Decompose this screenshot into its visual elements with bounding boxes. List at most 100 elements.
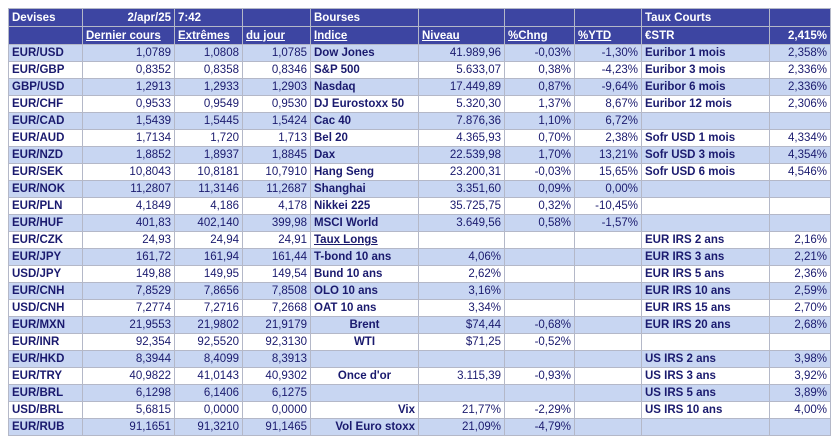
date-label: 2/apr/25 (82, 8, 175, 27)
index-level: 23.200,31 (418, 163, 505, 181)
rate-name: US IRS 5 ans (641, 384, 770, 402)
last-price: 1,5439 (82, 112, 175, 130)
header-row-1: Devises 2/apr/25 7:42 Bourses Taux Court… (8, 8, 831, 27)
du-jour-header: du jour (242, 26, 311, 45)
day-price: 6,1275 (242, 384, 311, 402)
currency-pair: EUR/CNH (8, 282, 83, 300)
index-name: Bel 20 (310, 129, 419, 147)
index-name (310, 384, 419, 402)
rate-value: 3,98% (769, 350, 831, 368)
extreme-price: 4,186 (174, 197, 243, 215)
day-price: 24,91 (242, 231, 311, 249)
header-row-2: Dernier cours Extrêmes du jour Indice Ni… (8, 26, 831, 45)
rate-name: Sofr USD 6 mois (641, 163, 770, 181)
index-ytd (574, 282, 642, 300)
last-price: 6,1298 (82, 384, 175, 402)
index-ytd: 15,65% (574, 163, 642, 181)
currency-pair: USD/JPY (8, 265, 83, 283)
table-row: EUR/CZK 24,93 24,94 24,91 Taux Longs EUR IRS … (8, 231, 831, 249)
index-ytd (574, 299, 642, 317)
rate-value (769, 112, 831, 130)
index-ytd: -1,57% (574, 214, 642, 232)
currency-pair: EUR/PLN (8, 197, 83, 215)
table-row: EUR/CNH 7,8529 7,8656 7,8508 OLO 10 ans 3,16%… (8, 282, 831, 300)
last-price: 401,83 (82, 214, 175, 232)
index-level: 7.876,36 (418, 112, 505, 130)
day-price: 21,9179 (242, 316, 311, 334)
rate-name: US IRS 10 ans (641, 401, 770, 419)
index-change: -0,68% (504, 316, 575, 334)
market-rates-table: Devises 2/apr/25 7:42 Bourses Taux Court… (8, 8, 831, 436)
day-price: 0,0000 (242, 401, 311, 419)
last-price: 0,8352 (82, 61, 175, 79)
index-name: Vol Euro stoxx (310, 418, 419, 436)
time-label: 7:42 (174, 8, 243, 27)
table-row: GBP/USD 1,2913 1,2933 1,2903 Nasdaq 17.449,89… (8, 78, 831, 96)
index-ytd: 8,67% (574, 95, 642, 113)
table-row: EUR/TRY 40,9822 41,0143 40,9302 Once d'or 3.1… (8, 367, 831, 385)
pct-ytd-header: %YTD (574, 26, 642, 45)
last-price: 11,2807 (82, 180, 175, 198)
extreme-price: 1,8937 (174, 146, 243, 164)
table-row: EUR/MXN 21,9553 21,9802 21,9179 Brent $74,44-… (8, 316, 831, 334)
index-change: 0,32% (504, 197, 575, 215)
rate-name (641, 418, 770, 436)
index-name: DJ Eurostoxx 50 (310, 95, 419, 113)
index-ytd (574, 350, 642, 368)
index-change (504, 384, 575, 402)
day-price: 0,9530 (242, 95, 311, 113)
index-level: $71,25 (418, 333, 505, 351)
index-level: 5.633,07 (418, 61, 505, 79)
last-price: 7,8529 (82, 282, 175, 300)
index-level: 5.320,30 (418, 95, 505, 113)
table-row: EUR/NZD 1,8852 1,8937 1,8845 Dax 22.539,98 1,7… (8, 146, 831, 164)
rate-name: EUR IRS 2 ans (641, 231, 770, 249)
bourses-header: Bourses (310, 8, 419, 27)
currency-pair: EUR/MXN (8, 316, 83, 334)
rate-value (769, 197, 831, 215)
last-price: 1,8852 (82, 146, 175, 164)
rate-name (641, 333, 770, 351)
currency-pair: EUR/CZK (8, 231, 83, 249)
day-price: 8,3913 (242, 350, 311, 368)
table-row: EUR/HKD 8,3944 8,4099 8,3913 US IRS 2 ans 3,9… (8, 350, 831, 368)
index-ytd: 13,21% (574, 146, 642, 164)
index-ytd: -4,23% (574, 61, 642, 79)
rate-name (641, 112, 770, 130)
last-price: 1,7134 (82, 129, 175, 147)
index-ytd (574, 418, 642, 436)
last-price: 149,88 (82, 265, 175, 283)
rate-value: 4,00% (769, 401, 831, 419)
devises-header: Devises (8, 8, 83, 27)
last-price: 0,9533 (82, 95, 175, 113)
extreme-price: 0,8358 (174, 61, 243, 79)
index-change: 0,87% (504, 78, 575, 96)
dernier-cours-header: Dernier cours (82, 26, 175, 45)
currency-pair: USD/CNH (8, 299, 83, 317)
index-change: 1,37% (504, 95, 575, 113)
index-level: 2,62% (418, 265, 505, 283)
index-level: 3.649,56 (418, 214, 505, 232)
index-name: Brent (310, 316, 419, 334)
last-price: 5,6815 (82, 401, 175, 419)
table-row: EUR/NOK 11,2807 11,3146 11,2687 Shanghai 3.35… (8, 180, 831, 198)
rate-name: Sofr USD 1 mois (641, 129, 770, 147)
currency-pair: EUR/CHF (8, 95, 83, 113)
table-row: EUR/USD 1,0789 1,0808 1,0785 Dow Jones 41.989… (8, 44, 831, 62)
last-price: 1,2913 (82, 78, 175, 96)
index-name: Vix (310, 401, 419, 419)
index-change: -0,52% (504, 333, 575, 351)
table-row: EUR/SEK 10,8043 10,8181 10,7910 Hang Seng 23.… (8, 163, 831, 181)
index-name: S&P 500 (310, 61, 419, 79)
day-price: 4,178 (242, 197, 311, 215)
rate-name: EUR IRS 10 ans (641, 282, 770, 300)
index-change: -2,29% (504, 401, 575, 419)
rate-value: 2,358% (769, 44, 831, 62)
day-price: 7,8508 (242, 282, 311, 300)
extreme-price: 21,9802 (174, 316, 243, 334)
index-name: Taux Longs (310, 231, 419, 249)
currency-pair: EUR/JPY (8, 248, 83, 266)
index-change (504, 265, 575, 283)
index-level: 21,09% (418, 418, 505, 436)
rate-name: EUR IRS 15 ans (641, 299, 770, 317)
